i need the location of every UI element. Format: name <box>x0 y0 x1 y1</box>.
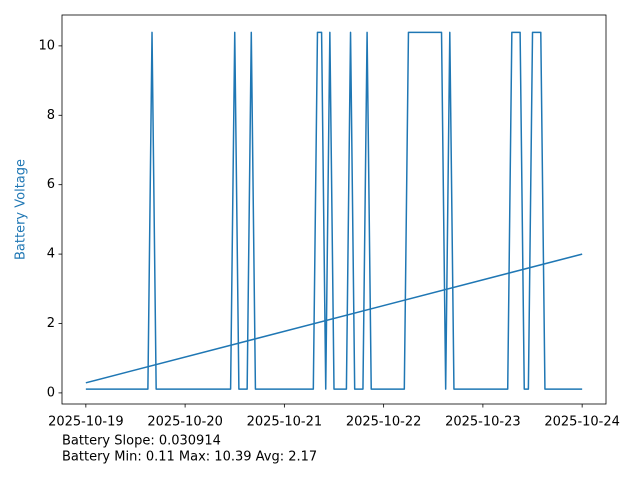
x-tick-label: 2025-10-20 <box>147 415 223 430</box>
y-tick-label: 10 <box>38 38 55 53</box>
y-axis-label: Battery Voltage <box>14 159 29 260</box>
data-line <box>85 253 583 384</box>
x-tick-label: 2025-10-21 <box>247 415 323 430</box>
x-tick-label: 2025-10-19 <box>48 415 124 430</box>
y-tick-label: 2 <box>47 316 55 331</box>
annotation: Battery Slope: 0.030914 <box>62 434 221 449</box>
y-tick-label: 4 <box>47 247 55 262</box>
y-tick-label: 6 <box>47 177 55 192</box>
annotation: Battery Min: 0.11 Max: 10.39 Avg: 2.17 <box>62 450 317 465</box>
y-tick-label: 0 <box>47 385 55 400</box>
data-line <box>85 31 583 390</box>
x-tick-label: 2025-10-23 <box>445 415 521 430</box>
plot-frame <box>61 14 607 405</box>
x-tick-label: 2025-10-22 <box>346 415 422 430</box>
y-tick-label: 8 <box>47 108 55 123</box>
x-tick-label: 2025-10-24 <box>544 415 620 430</box>
